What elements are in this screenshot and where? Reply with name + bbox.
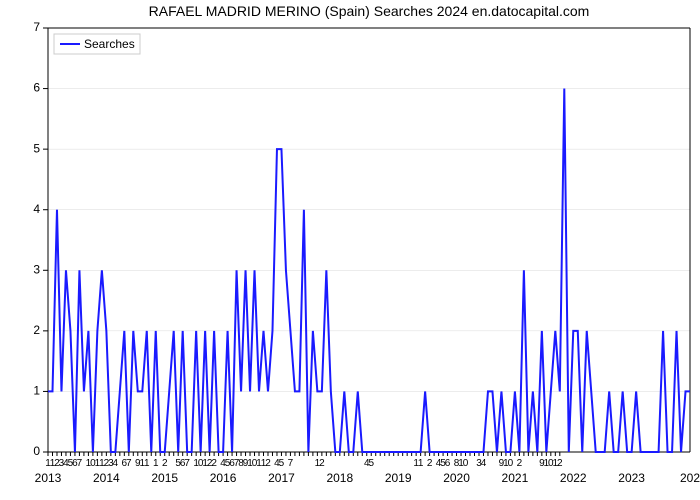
x-year-label: 2017 [268, 471, 295, 485]
x-minor-label: 2 [517, 458, 523, 469]
x-minor-label: 7 [288, 458, 294, 469]
line-chart: RAFAEL MADRID MERINO (Spain) Searches 20… [0, 0, 700, 500]
x-minor-label: 2 [162, 458, 168, 469]
x-minor-label: 2 [557, 458, 563, 469]
x-year-label: 202 [680, 471, 700, 485]
chart-container: RAFAEL MADRID MERINO (Spain) Searches 20… [0, 0, 700, 500]
x-year-label: 2016 [210, 471, 237, 485]
x-year-label: 2023 [618, 471, 645, 485]
y-tick-label: 7 [33, 20, 40, 34]
y-tick-label: 3 [33, 262, 40, 276]
x-minor-label: 5 [279, 458, 285, 469]
x-year-label: 2021 [502, 471, 529, 485]
y-tick-label: 0 [33, 444, 40, 458]
y-tick-label: 1 [33, 384, 40, 398]
x-minor-label: 4 [481, 458, 487, 469]
x-minor-label: 2 [427, 458, 433, 469]
x-minor-label: 7 [77, 458, 83, 469]
y-tick-label: 6 [33, 81, 40, 95]
x-minor-label: 0 [463, 458, 469, 469]
x-minor-label: 2 [319, 458, 325, 469]
x-minor-label: 5 [368, 458, 374, 469]
x-minor-label: 1 [144, 458, 150, 469]
x-minor-label: 2 [211, 458, 217, 469]
x-year-label: 2019 [385, 471, 412, 485]
chart-title: RAFAEL MADRID MERINO (Spain) Searches 20… [149, 3, 590, 19]
x-minor-label: 7 [184, 458, 190, 469]
y-tick-label: 5 [33, 141, 40, 155]
x-minor-label: 4 [113, 458, 119, 469]
x-year-label: 2015 [151, 471, 178, 485]
y-tick-label: 4 [33, 202, 40, 216]
y-tick-label: 2 [33, 323, 40, 337]
x-minor-label: 2 [265, 458, 271, 469]
x-minor-label: 6 [445, 458, 451, 469]
x-year-label: 2020 [443, 471, 470, 485]
legend-label: Searches [84, 37, 135, 51]
legend: Searches [54, 34, 140, 54]
x-minor-label: 0 [508, 458, 514, 469]
x-minor-label: 1 [418, 458, 424, 469]
x-minor-label: 1 [153, 458, 159, 469]
x-year-label: 2018 [326, 471, 353, 485]
x-year-label: 2014 [93, 471, 120, 485]
x-year-label: 2013 [35, 471, 62, 485]
x-year-label: 2022 [560, 471, 587, 485]
x-minor-label: 7 [126, 458, 132, 469]
